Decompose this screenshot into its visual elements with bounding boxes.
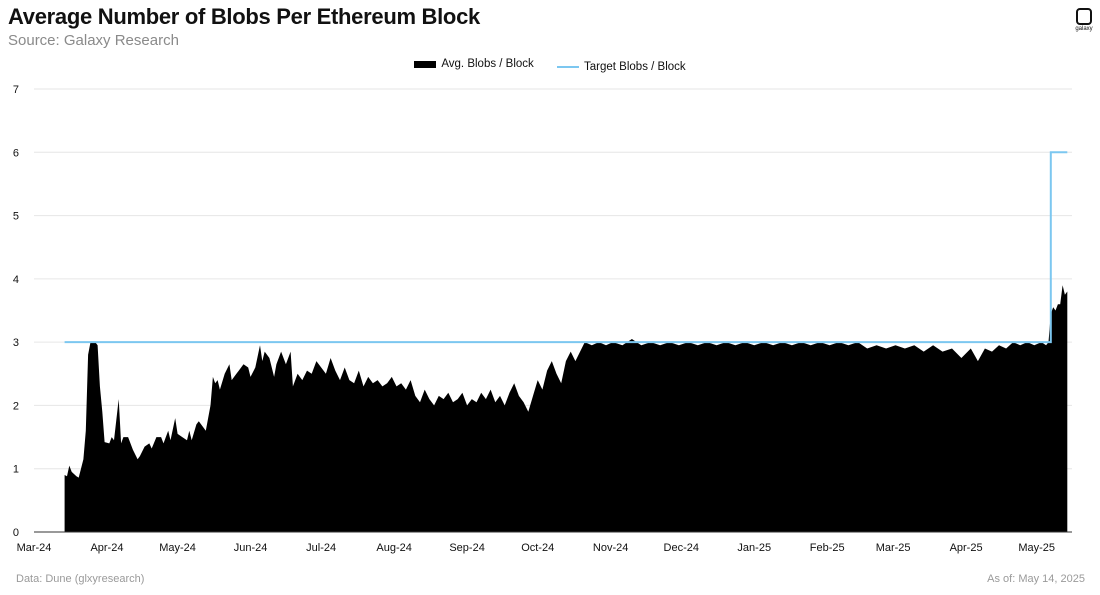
x-tick-label: May-25	[1018, 542, 1055, 554]
x-tick-label: Mar-25	[876, 542, 911, 554]
legend-swatch-avg	[414, 60, 437, 68]
y-tick-label: 1	[13, 464, 19, 476]
legend-label-target: Target Blobs / Block	[584, 60, 686, 73]
x-tick-label: Apr-24	[90, 542, 123, 554]
legend-label-avg: Avg. Blobs / Block	[441, 58, 534, 70]
avg-blobs-area	[64, 285, 1068, 532]
y-tick-label: 5	[13, 211, 19, 223]
x-tick-label: Jun-24	[234, 542, 268, 554]
data-source-note: Data: Dune (glxyresearch)	[16, 573, 145, 585]
y-axis-ticks: 0 1 2 3 4 5 6 7	[13, 84, 19, 539]
x-tick-label: Feb-25	[810, 542, 845, 554]
legend-swatch-target	[557, 65, 580, 68]
x-tick-label: Sep-24	[449, 542, 484, 554]
x-tick-label: Nov-24	[593, 542, 628, 554]
y-tick-label: 2	[13, 400, 19, 412]
y-tick-label: 0	[13, 527, 19, 539]
galaxy-logo-text: galaxy	[1075, 26, 1093, 32]
x-tick-label: Aug-24	[376, 542, 411, 554]
y-tick-label: 3	[13, 337, 19, 349]
x-tick-label: Jul-24	[306, 542, 336, 554]
galaxy-logo-icon	[1076, 8, 1092, 25]
legend-item-avg: Avg. Blobs / Block	[414, 58, 534, 70]
target-blobs-line	[64, 151, 1068, 344]
x-tick-label: Mar-24	[17, 542, 52, 554]
as-of-date: As of: May 14, 2025	[987, 573, 1085, 585]
x-axis-ticks: Mar-24 Apr-24 May-24 Jun-24 Jul-24 Aug-24 Sep-…	[17, 542, 1055, 554]
x-tick-label: Oct-24	[521, 542, 554, 554]
x-tick-label: Apr-25	[950, 542, 983, 554]
galaxy-logo: galaxy	[1068, 8, 1100, 32]
x-tick-label: Jan-25	[737, 542, 771, 554]
y-tick-label: 7	[13, 84, 19, 96]
x-tick-label: Dec-24	[664, 542, 699, 554]
x-tick-label: May-24	[159, 542, 196, 554]
y-tick-label: 4	[13, 274, 19, 286]
chart-title: Average Number of Blobs Per Ethereum Blo…	[8, 4, 480, 29]
legend: Avg. Blobs / Block Target Blobs / Block	[0, 58, 1100, 73]
y-tick-label: 6	[13, 147, 19, 159]
legend-item-target: Target Blobs / Block	[557, 61, 686, 73]
chart-subtitle: Source: Galaxy Research	[8, 32, 179, 49]
